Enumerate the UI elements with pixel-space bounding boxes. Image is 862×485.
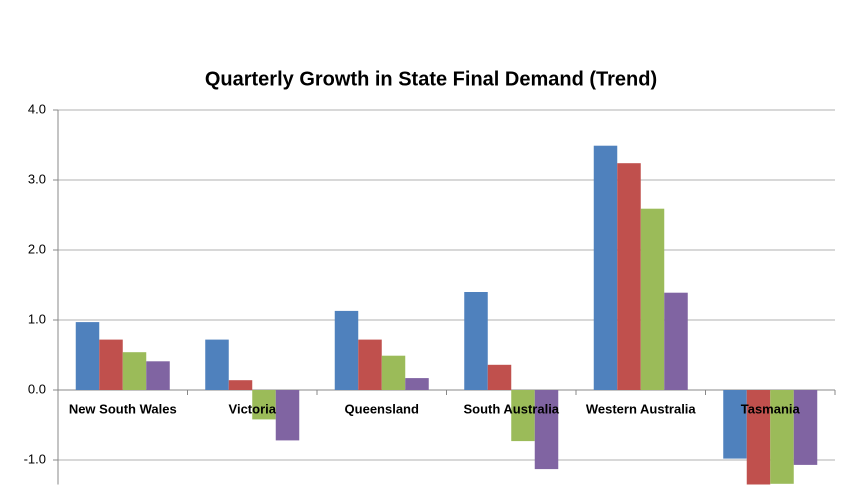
bar — [793, 390, 818, 465]
bar — [122, 352, 147, 390]
y-tick-label: 0.0 — [28, 381, 46, 396]
y-tick-label: 3.0 — [28, 171, 46, 186]
bar — [75, 322, 100, 390]
bar — [723, 390, 747, 459]
bar — [593, 145, 618, 390]
bar — [640, 208, 665, 390]
bar — [99, 339, 123, 390]
y-tick-label: 1.0 — [28, 311, 46, 326]
chart-title: Quarterly Growth in State Final Demand (… — [205, 68, 657, 90]
x-tick-label: Western Australia — [586, 401, 697, 416]
x-tick-label: South Australia — [463, 401, 559, 416]
bar — [487, 364, 512, 390]
bar — [381, 355, 406, 390]
bar — [746, 390, 771, 485]
bar — [617, 163, 641, 390]
bar — [146, 361, 170, 390]
y-tick-label: 2.0 — [28, 241, 46, 256]
bar — [464, 292, 488, 390]
bar — [275, 390, 300, 441]
y-tick-label: -1.0 — [24, 451, 46, 466]
x-tick-label: Victoria — [229, 401, 277, 416]
bar — [334, 310, 359, 390]
bar — [228, 380, 253, 390]
bar — [511, 390, 535, 442]
bar — [252, 390, 276, 420]
y-tick-label: 4.0 — [28, 101, 46, 116]
bar — [664, 292, 688, 390]
x-tick-label: Tasmania — [741, 401, 801, 416]
bar — [770, 390, 794, 484]
x-tick-label: New South Wales — [69, 401, 177, 416]
bar — [358, 339, 382, 390]
x-tick-label: Queensland — [345, 401, 419, 416]
bar — [205, 339, 229, 390]
bar — [534, 390, 559, 470]
bar — [405, 378, 429, 390]
